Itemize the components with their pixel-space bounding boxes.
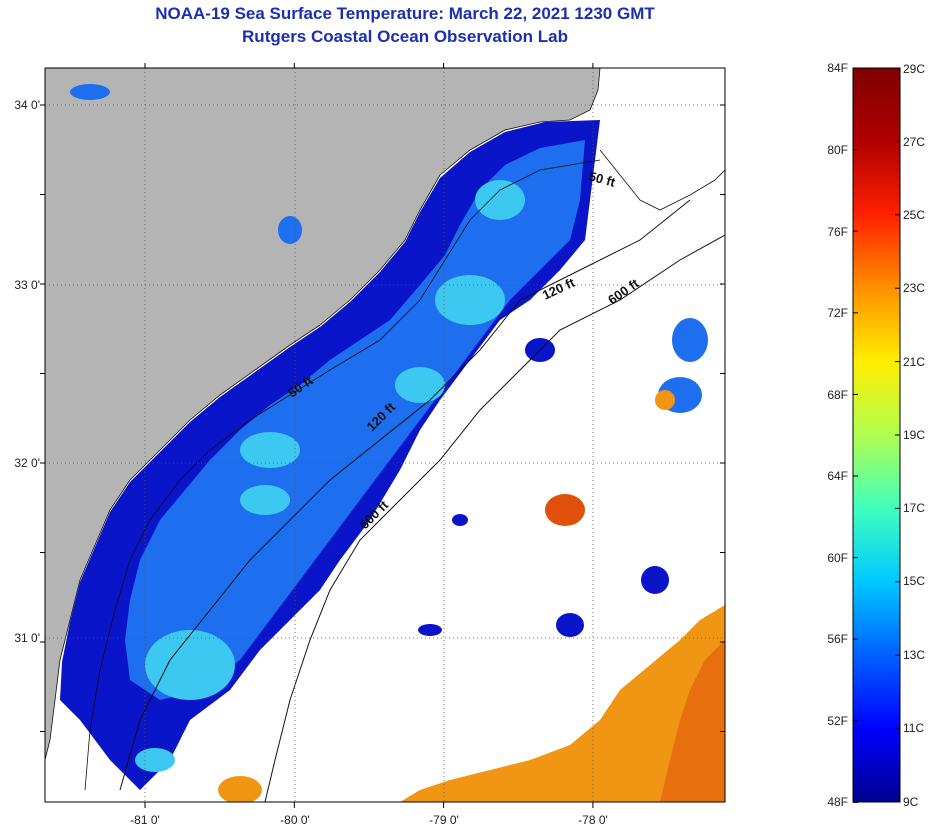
sst-spot-5 bbox=[641, 566, 669, 594]
sst-lake bbox=[278, 216, 302, 244]
colorbar: 84F 80F 76F 72F 68F 64F 60F 56F 52F 48F … bbox=[827, 61, 925, 809]
contour-120ft bbox=[119, 199, 691, 791]
colorbar-f-label: 68F bbox=[827, 388, 848, 402]
sst-spot-2 bbox=[672, 318, 708, 362]
colorbar-f-label: 72F bbox=[827, 306, 848, 320]
sst-gulf-stream bbox=[400, 605, 725, 802]
lon-label: -79 0' bbox=[429, 813, 459, 827]
colorbar-c-label: 21C bbox=[903, 355, 925, 369]
coastline bbox=[45, 68, 601, 761]
map-title: NOAA-19 Sea Surface Temperature: March 2… bbox=[155, 4, 655, 23]
sst-patch-6 bbox=[135, 748, 175, 772]
colorbar-c-label: 19C bbox=[903, 428, 925, 442]
contour-label: 50 ft bbox=[587, 168, 617, 190]
colorbar-c-label: 15C bbox=[903, 574, 925, 588]
colorbar-f-label: 48F bbox=[827, 795, 848, 809]
colorbar-c-label: 17C bbox=[903, 501, 925, 515]
land-mass bbox=[45, 68, 600, 760]
colorbar-f-label: 52F bbox=[827, 714, 848, 728]
sst-gulf-stream-core bbox=[660, 640, 725, 802]
colorbar-c-label: 27C bbox=[903, 135, 925, 149]
map-frame bbox=[44, 67, 726, 803]
colorbar-c-label: 23C bbox=[903, 281, 925, 295]
colorbar-f-label: 76F bbox=[827, 225, 848, 239]
map-plot-area bbox=[45, 68, 725, 802]
sst-spot-7 bbox=[418, 624, 442, 636]
colorbar-c-label: 11C bbox=[903, 721, 924, 735]
lat-label: 34 0' bbox=[14, 98, 40, 112]
colorbar-f-label: 80F bbox=[827, 143, 848, 157]
lon-label: -81 0' bbox=[130, 813, 160, 827]
lat-label: 31 0' bbox=[14, 631, 40, 645]
contour-600ft bbox=[264, 234, 725, 802]
sst-patch-3 bbox=[240, 432, 300, 468]
colorbar-f-label: 84F bbox=[827, 61, 848, 75]
sst-inland-water bbox=[70, 84, 110, 100]
sst-warm-2 bbox=[655, 390, 675, 410]
sst-patch-2 bbox=[395, 367, 445, 403]
graticule bbox=[45, 68, 725, 802]
sst-patch-7 bbox=[475, 180, 525, 220]
sst-spot-6 bbox=[452, 514, 468, 526]
lon-label: -80 0' bbox=[280, 813, 310, 827]
sst-spot-4 bbox=[556, 613, 584, 637]
sst-patch-5 bbox=[145, 630, 235, 700]
colorbar-f-label: 56F bbox=[827, 632, 848, 646]
contour-50ft bbox=[84, 159, 601, 791]
sst-patch-4 bbox=[240, 485, 290, 515]
axis-ticks bbox=[40, 63, 725, 808]
colorbar-c-label: 9C bbox=[903, 795, 919, 809]
colorbar-f-label: 60F bbox=[827, 551, 848, 565]
lat-label: 33 0' bbox=[14, 278, 40, 292]
sst-patch-1 bbox=[435, 275, 505, 325]
colorbar-c-label: 29C bbox=[903, 62, 925, 76]
colorbar-gradient bbox=[852, 67, 901, 803]
lat-label: 32 0' bbox=[14, 456, 40, 470]
nc-coast bbox=[599, 149, 725, 211]
colorbar-f-label: 64F bbox=[827, 469, 848, 483]
colorbar-c-label: 13C bbox=[903, 648, 925, 662]
lon-label: -78 0' bbox=[578, 813, 608, 827]
map-subtitle: Rutgers Coastal Ocean Observation Lab bbox=[242, 27, 568, 46]
colorbar-c-label: 25C bbox=[903, 208, 925, 222]
sst-warm-3 bbox=[218, 776, 262, 802]
sst-warm-1 bbox=[545, 494, 585, 526]
